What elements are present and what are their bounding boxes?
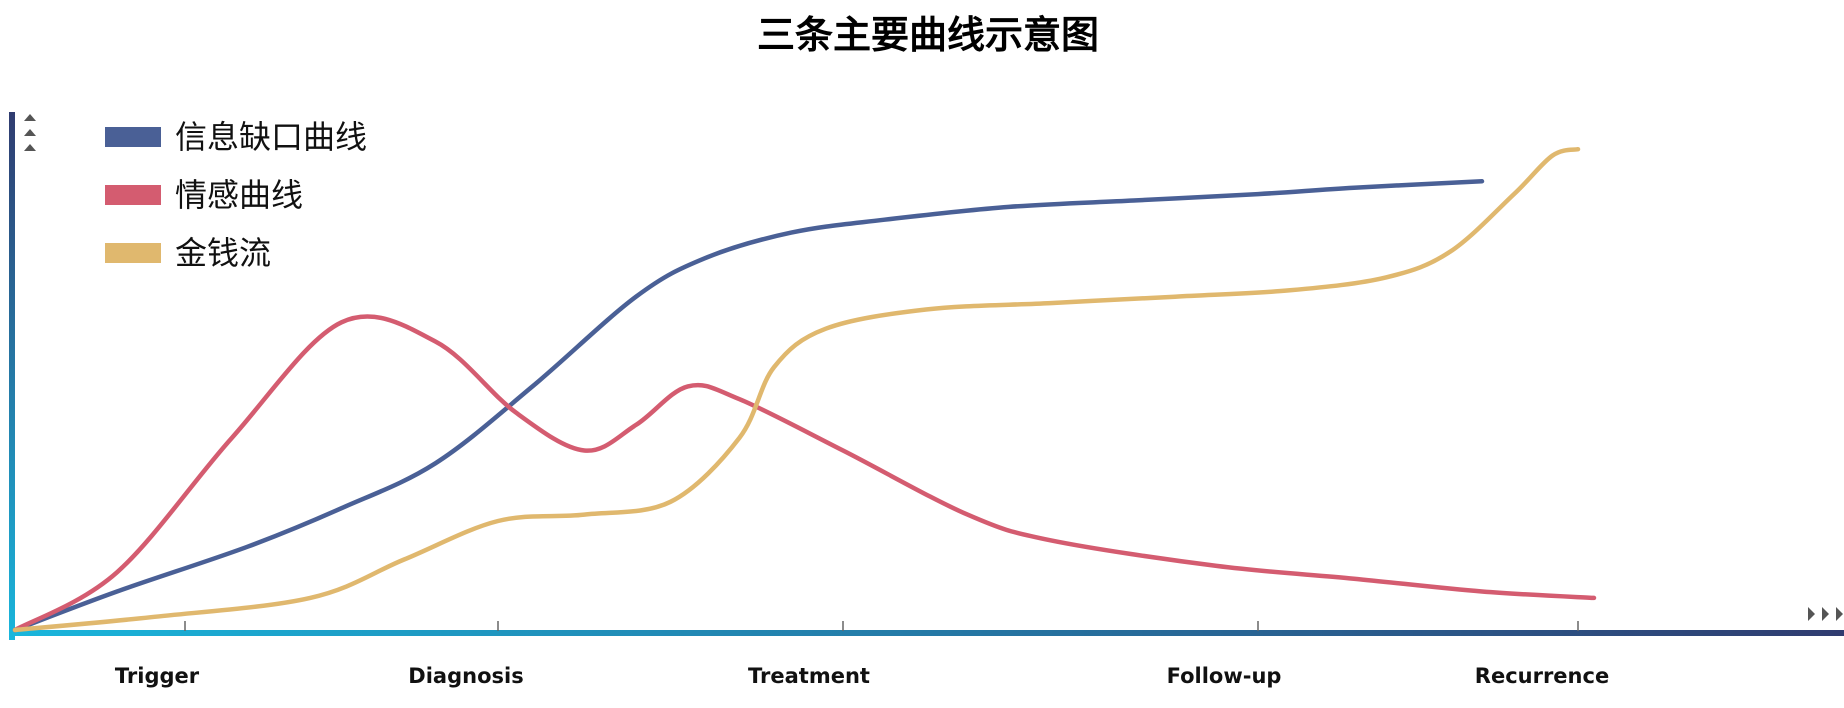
legend-item-emotion: 情感曲线 bbox=[175, 176, 303, 214]
y-axis-arrow-icon bbox=[24, 114, 36, 151]
x-tick-label: Treatment bbox=[748, 664, 870, 688]
x-tick-label: Diagnosis bbox=[408, 664, 523, 688]
series-info-gap-line bbox=[12, 179, 1485, 633]
legend-swatch bbox=[105, 243, 161, 263]
series-money-flow-line bbox=[12, 146, 1581, 633]
legend-item-money-flow: 金钱流 bbox=[175, 234, 271, 272]
x-axis-line bbox=[9, 630, 1844, 636]
legend-swatch bbox=[105, 127, 161, 147]
series-emotion-line bbox=[12, 314, 1597, 633]
y-axis-line bbox=[9, 112, 15, 640]
x-tick-label: Follow-up bbox=[1167, 664, 1282, 688]
x-tick-label: Trigger bbox=[115, 664, 200, 688]
chart-title: 三条主要曲线示意图 bbox=[757, 13, 1099, 57]
x-tick-label: Recurrence bbox=[1475, 664, 1609, 688]
legend-swatch bbox=[105, 185, 161, 205]
x-axis-arrow-icon bbox=[1808, 607, 1843, 621]
legend-item-info-gap: 信息缺口曲线 bbox=[175, 118, 367, 156]
